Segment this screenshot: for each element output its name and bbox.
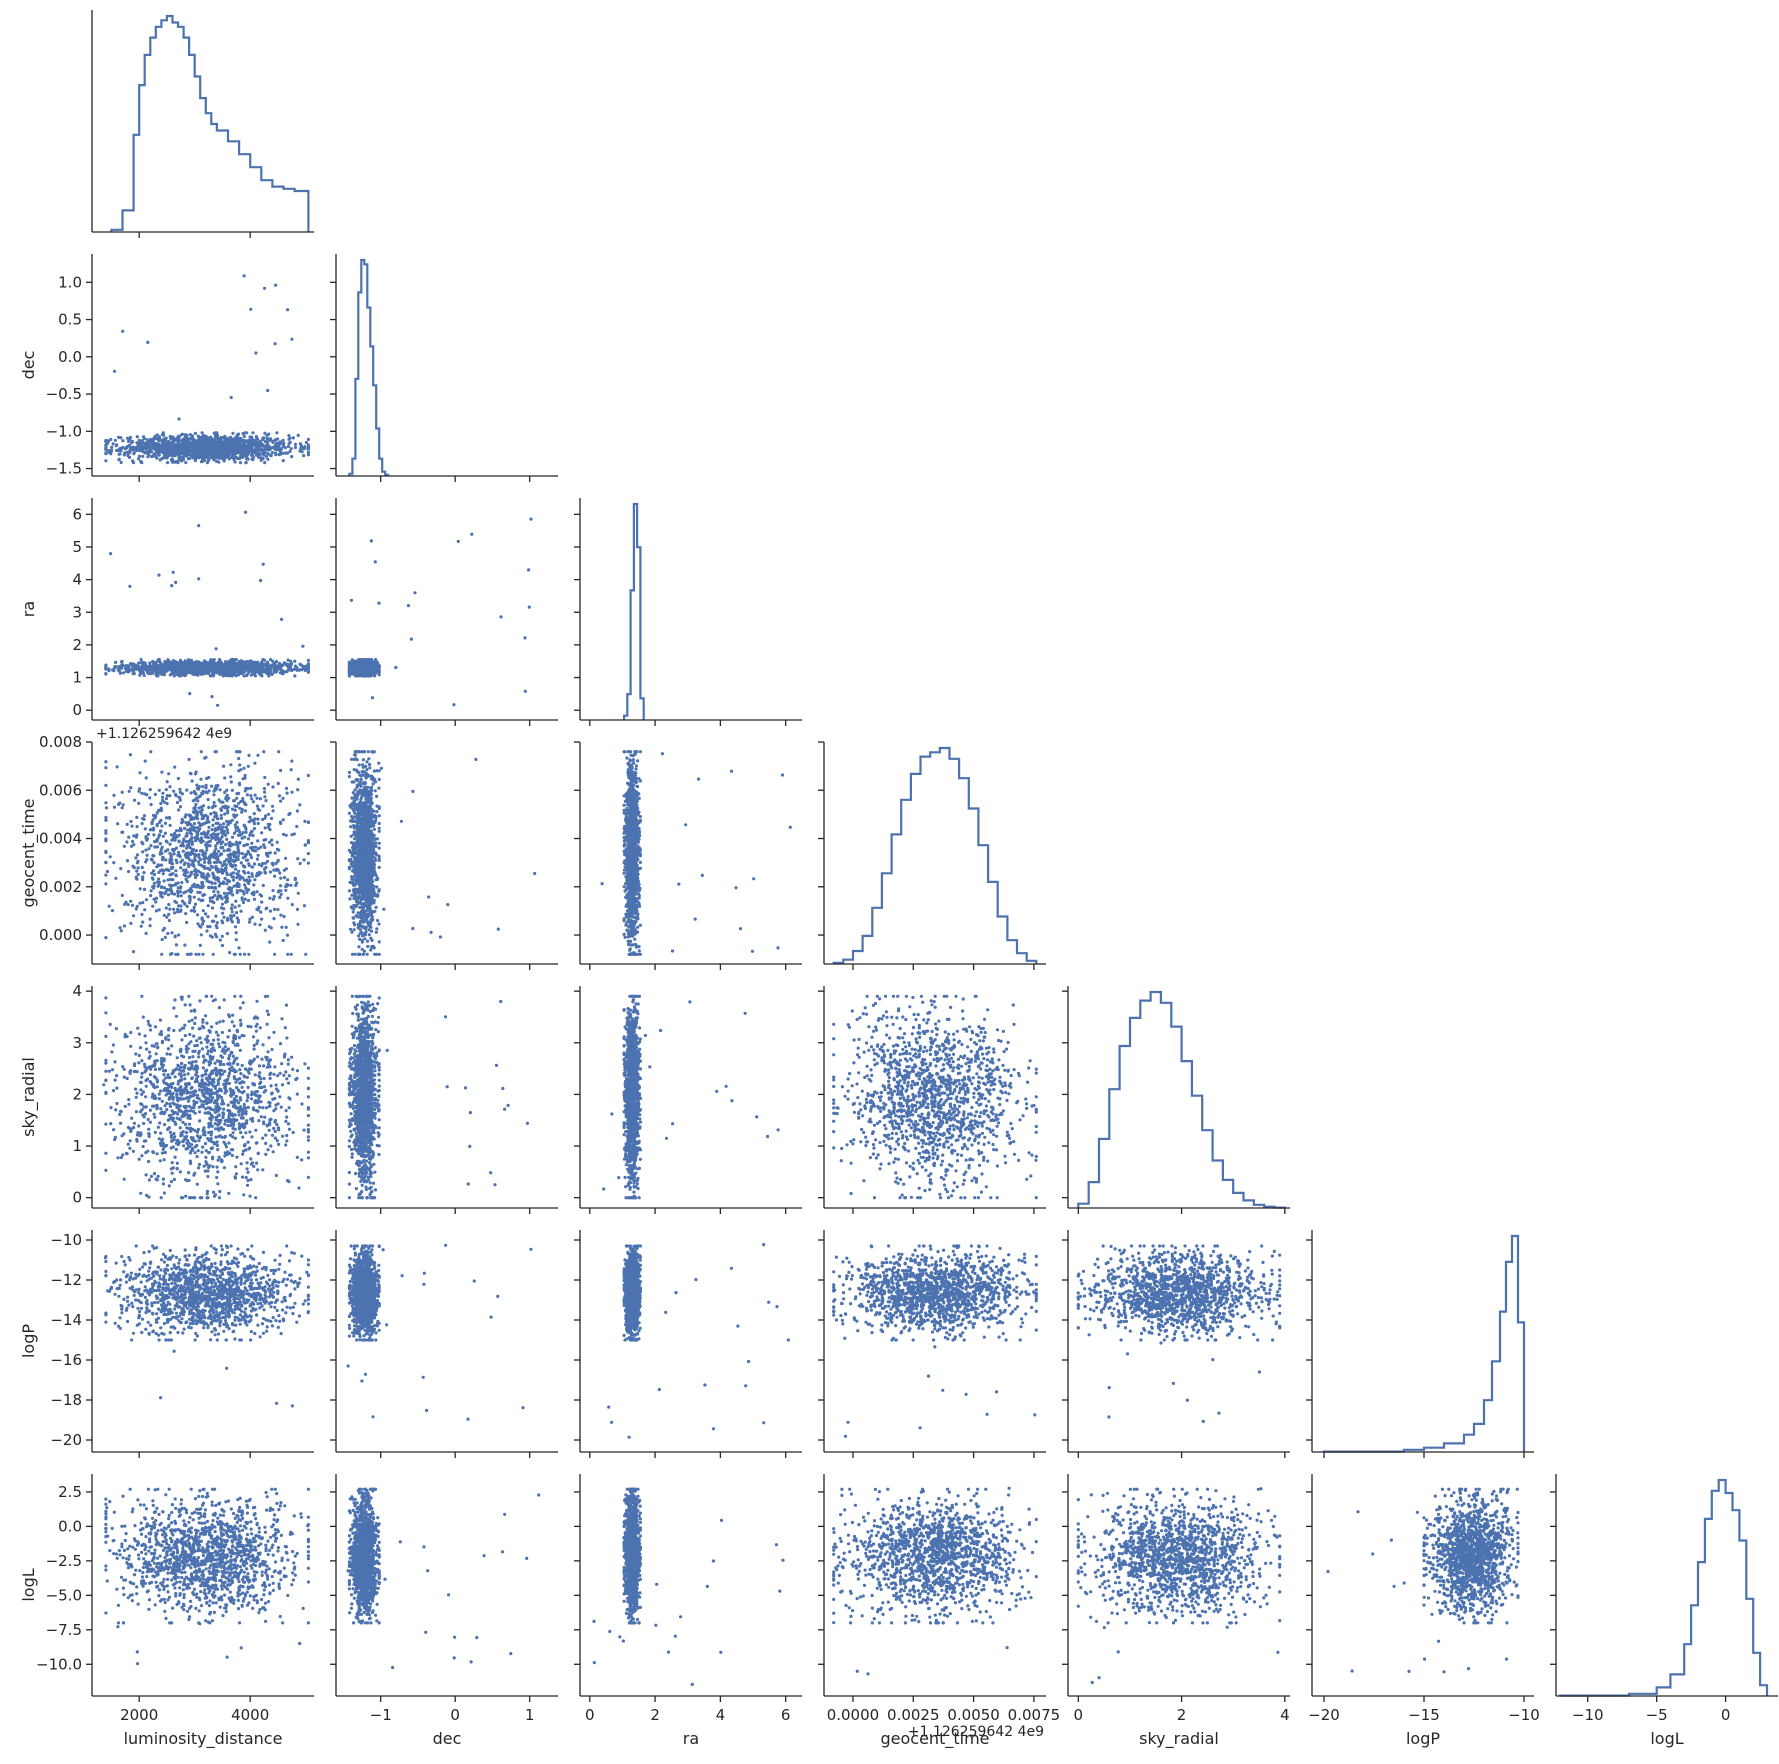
scatter-point [162,456,165,459]
scatter-point [282,439,285,442]
scatter-point [115,449,118,452]
scatter-point [175,460,178,463]
scatter-point [282,442,285,445]
scatter-point [231,432,234,435]
scatter-point [282,459,285,462]
scatter-point [245,431,248,434]
scatter-point [243,435,246,438]
scatter-point [263,461,266,464]
scatter-point [115,443,118,446]
scatter-point [292,436,295,439]
scatter-point [178,456,181,459]
scatter-point [104,452,107,455]
scatter-point [216,436,219,439]
scatter-point [245,461,248,464]
scatter-point [237,433,240,436]
scatter-point [294,443,297,446]
panels-layer [102,16,1767,1696]
scatter-point [262,436,265,439]
scatter-point [178,451,181,454]
scatter-point [215,455,218,458]
scatter-point [273,439,276,442]
scatter-point [275,431,278,434]
scatter-point [159,458,162,461]
scatter-point [307,453,310,456]
panel-dec-vs-luminosity_distance [104,274,310,464]
histogram-luminosity_distance [111,16,308,232]
scatter-point [136,435,139,438]
scatter-point [287,445,290,448]
scatter-point [271,451,274,454]
scatter-point [118,453,121,456]
scatter-point [117,458,120,461]
scatter-point [188,437,191,440]
scatter-point [294,446,297,449]
scatter-point [307,438,310,441]
scatter-point [149,449,152,452]
scatter-point [166,461,169,464]
scatter-point [279,453,282,456]
scatter-point [297,434,300,437]
scatter-point [138,439,141,442]
scatter-point [242,432,245,435]
scatter-point [260,459,263,462]
scatter-point [176,436,179,439]
scatter-point [255,435,258,438]
panel-luminosity_distance-vs-luminosity_distance [111,16,308,232]
scatter-point [280,447,283,450]
scatter-point [114,439,117,442]
scatter-point [266,437,269,440]
scatter-point [184,461,187,464]
scatter-point [305,441,308,444]
scatter-point [139,460,142,463]
scatter-point [141,455,144,458]
scatter-point [286,452,289,455]
